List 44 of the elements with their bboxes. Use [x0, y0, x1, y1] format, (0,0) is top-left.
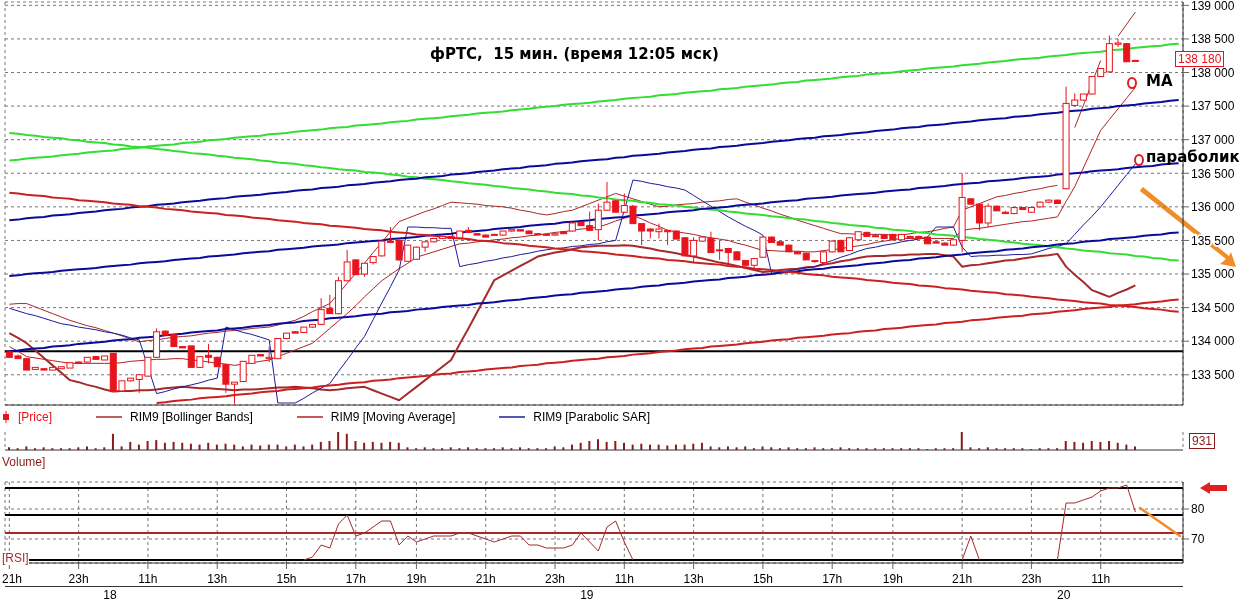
x-tick-label: 23h: [68, 572, 89, 586]
series-label: Volume]: [2, 455, 46, 469]
x-tick-label: 17h: [345, 572, 366, 586]
y-tick-label: 136 000: [1191, 200, 1235, 215]
x-tick-label: 19h: [406, 572, 427, 586]
x-tick-label: 17h: [822, 572, 843, 586]
annotation: 138 180: [1175, 51, 1225, 67]
x-tick-label: 13h: [683, 572, 704, 586]
annotation: параболик: [1146, 148, 1239, 166]
y-tick-label: 137 500: [1191, 99, 1235, 114]
y-tick-label: 80: [1191, 502, 1205, 517]
x2-tick-label: 20: [1056, 588, 1072, 602]
x-tick-label: 11h: [138, 572, 158, 586]
y-tick-label: 138 500: [1191, 32, 1235, 47]
x-tick-label: 11h: [614, 572, 634, 586]
x2-tick-label: 19: [579, 588, 595, 602]
text: 931: [1189, 433, 1216, 449]
x-tick-label: 21h: [475, 572, 496, 586]
text: [RSI]: [2, 551, 29, 565]
y-tick-label: 70: [1191, 532, 1205, 547]
x-tick-label: 23h: [545, 572, 566, 586]
text: фРТС, 15 мин. (время 12:05 мск): [430, 45, 719, 63]
y-tick-label: 135 000: [1191, 267, 1235, 282]
y-tick-label: 134 000: [1191, 334, 1235, 349]
legend-label: RIM9 [Bollinger Bands]: [130, 410, 253, 424]
x-tick-label: 21h: [1, 572, 23, 586]
x-tick-label: 23h: [1021, 572, 1042, 586]
legend-label: RIM9 [Parabolic SAR]: [533, 410, 650, 424]
legend-label: RIM9 [Moving Average]: [330, 410, 456, 424]
x2-tick-label: 18: [102, 588, 118, 602]
x-tick-label: 13h: [207, 572, 228, 586]
x-tick-label: 15h: [276, 572, 297, 586]
y-tick-label: 133 500: [1191, 368, 1235, 383]
y-tick-label: 138 000: [1191, 65, 1235, 80]
annotation: MA: [1146, 72, 1173, 90]
y-tick-label: 136 500: [1191, 166, 1235, 181]
x-tick-label: 21h: [952, 572, 973, 586]
x-tick-label: 19h: [882, 572, 903, 586]
x-tick-label: 11h: [1091, 572, 1111, 586]
x-tick-label: 15h: [752, 572, 773, 586]
legend-label: [Price]: [18, 410, 53, 424]
y-tick-label: 134 500: [1191, 300, 1235, 315]
y-tick-label: 139 000: [1191, 0, 1235, 13]
y-tick-label: 137 000: [1191, 132, 1235, 147]
